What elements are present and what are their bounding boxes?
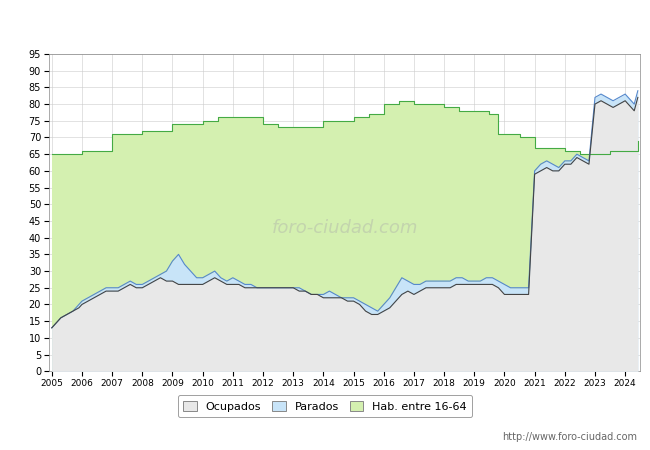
Legend: Ocupados, Parados, Hab. entre 16-64: Ocupados, Parados, Hab. entre 16-64 — [178, 395, 472, 417]
Text: foro-ciudad.com: foro-ciudad.com — [271, 220, 418, 238]
Text: http://www.foro-ciudad.com: http://www.foro-ciudad.com — [502, 432, 637, 441]
Text: Muduex - Evolucion de la poblacion en edad de Trabajar Mayo de 2024: Muduex - Evolucion de la poblacion en ed… — [66, 16, 584, 31]
